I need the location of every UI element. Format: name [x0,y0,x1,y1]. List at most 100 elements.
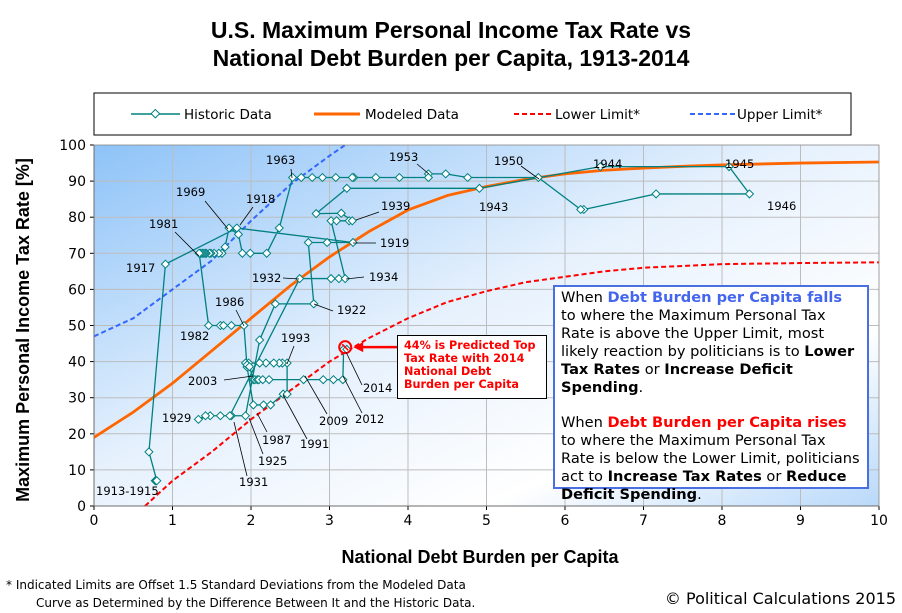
historic-data-point [423,172,434,183]
year-label-leader [520,165,540,180]
year-label: 1969 [176,185,205,199]
year-label-leader [313,303,334,312]
historic-data-point [295,273,305,284]
year-label-leader [355,211,380,221]
year-label-leader [286,345,295,365]
chart-title-line-2: National Debt Burden per Capita, 1913-20… [213,45,690,71]
x-tick-label: 6 [561,513,570,529]
historic-data-point [462,172,473,183]
historic-data-point [254,335,265,345]
note-highlight-falls: Debt Burden per Capita falls [607,289,843,306]
year-label-leader [345,351,363,386]
historic-data-point [265,400,276,410]
y-tick-label: 100 [59,138,86,154]
historic-data-point [347,172,357,183]
note-text: or [761,468,786,485]
historic-data-point [215,411,226,421]
footnote-line-1: * Indicated Limits are Offset 1.5 Standa… [6,578,466,592]
x-tick-label: 9 [796,513,805,529]
historic-data-point [282,389,292,399]
historic-data-point [200,411,211,421]
historic-data-point [576,204,586,215]
year-label-leader [416,163,430,175]
historic-data-point [331,216,342,226]
year-label: 1950 [494,154,523,168]
year-label-leader [345,276,365,280]
y-tick-label: 10 [68,463,86,479]
year-label: 2009 [319,414,348,428]
historic-data-point [474,183,485,193]
historic-data-point [318,374,328,385]
historic-data-point [226,320,237,331]
historic-data-point [270,299,281,309]
year-label: 1987 [262,433,291,447]
historic-data-point [225,411,235,421]
historic-data-point [724,161,734,172]
year-label-leader [233,421,248,477]
year-label: 1946 [767,199,796,213]
historic-data-point [336,208,346,218]
historic-data-point [232,223,242,233]
year-label: 1932 [252,271,281,285]
y-tick-label: 30 [68,391,86,407]
year-labels: 1913-1915 1917 1918 1919 1922 1925 1929 1931 193… [96,150,796,498]
y-tick-label: 80 [68,210,86,226]
note-text: When [561,289,608,306]
copyright: © Political Calculations 2015 [664,589,896,608]
historic-data-point [264,374,274,385]
historic-data-point [348,237,358,248]
historic-data-point [258,374,268,385]
year-label: 1944 [593,157,622,171]
historic-data-point [248,400,259,410]
historic-data-point [326,216,336,226]
chart-title-line-1: U.S. Maximum Personal Income Tax Rate vs [211,17,691,43]
x-tick-label: 4 [404,513,413,529]
year-label: 1913-1915 [96,484,159,498]
historic-data-point [744,189,755,199]
y-axis-label: Maximum Personal Income Tax Rate [%] [13,158,33,502]
historic-data-point [269,358,279,368]
historic-data-point [331,172,341,183]
year-label-leader [235,309,245,327]
historic-data-point [296,172,306,183]
historic-data-point [303,237,313,248]
note-bold: Lower Tax Rates [561,343,855,378]
historic-data-point [287,172,298,183]
callout-arrow-head [353,342,364,353]
year-label: 1919 [380,236,409,250]
historic-data-point [254,358,265,368]
year-label: 1981 [149,217,178,231]
historic-data-point [203,320,214,331]
legend-historic-label: Historic Data [184,107,272,123]
historic-data-point [334,273,344,284]
historic-data-point [193,414,204,425]
year-label-leader [248,417,264,455]
historic-data-point [245,248,255,258]
historic-data-point [338,374,348,385]
x-tick-label: 3 [325,513,334,529]
note-bold: Increase Deficit Spending [561,361,793,396]
y-tick-label: 20 [68,427,86,443]
historic-data-point [262,248,272,258]
upper-limit-line [93,144,346,338]
x-tick-label: 0 [90,513,99,529]
year-label: 1939 [381,199,410,213]
historic-data-point [258,400,269,410]
year-label: 2012 [355,412,384,426]
historic-data-point [240,411,251,421]
historic-data-point [205,411,215,421]
year-label-leader [239,206,254,226]
year-label: 1943 [479,200,508,214]
historic-data-point [214,248,224,258]
historic-data-point [224,223,234,233]
x-tick-label: 10 [870,513,888,529]
historic-data-point [274,223,284,233]
note-text: to where the Maximum Personal Tax Rate i… [561,307,826,360]
note-highlight-rises: Debt Burden per Capita rises [607,414,847,431]
year-label-leader [256,412,268,433]
note-paragraph-falls: When Debt Burden per Capita falls to whe… [561,289,861,397]
year-label-leader [290,168,293,179]
historic-data-point [144,447,154,457]
historic-data-point [237,248,248,258]
note-bold: Increase Tax Rates [607,468,762,485]
